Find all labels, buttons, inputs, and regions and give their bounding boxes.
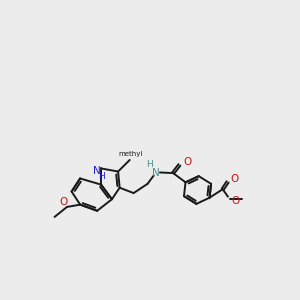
Text: methyl: methyl	[118, 151, 143, 157]
Text: H: H	[146, 160, 153, 169]
Text: O: O	[231, 196, 239, 206]
Text: O: O	[183, 157, 191, 167]
Text: H: H	[98, 172, 105, 182]
Text: O: O	[230, 174, 238, 184]
Text: O: O	[60, 197, 68, 207]
Text: N: N	[93, 166, 101, 176]
Text: N: N	[152, 168, 160, 178]
